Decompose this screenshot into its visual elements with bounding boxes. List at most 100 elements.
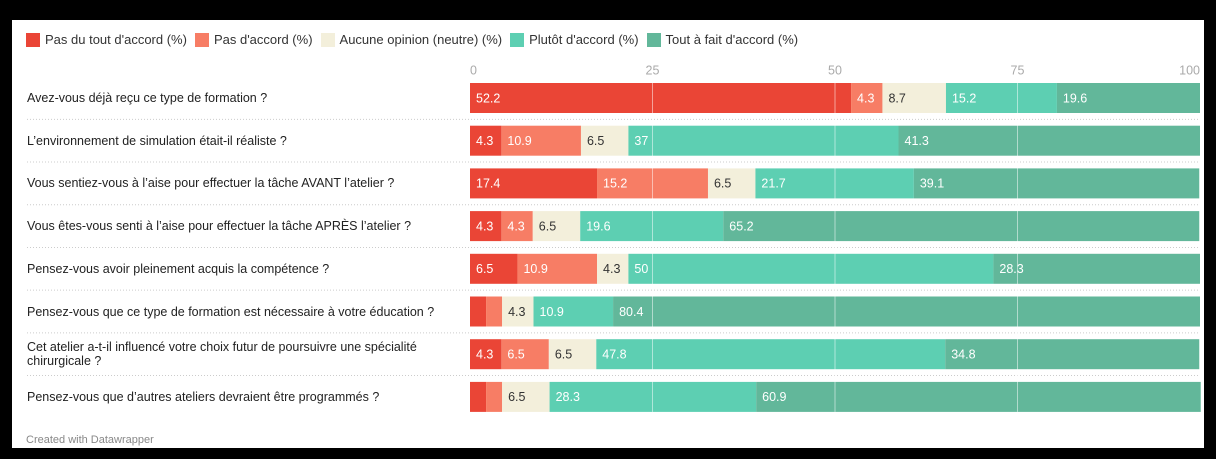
value-label: 4.3 — [476, 134, 493, 148]
legend-label: Aucune opinion (neutre) (%) — [339, 32, 503, 47]
bar-segment — [501, 339, 549, 370]
legend-label: Pas d'accord (%) — [213, 32, 313, 47]
value-label: 15.2 — [952, 91, 976, 105]
row-label: Vous sentiez-vous à l’aise pour effectue… — [27, 176, 395, 191]
bar-segment — [486, 296, 503, 327]
bar-segment — [517, 253, 598, 284]
row-label: Cet atelier a-t-il influencé votre choix… — [27, 340, 417, 369]
x-tick-label: 0 — [470, 63, 477, 77]
x-tick-label: 100 — [1179, 63, 1200, 77]
legend-item: Pas du tout d'accord (%) — [26, 32, 187, 47]
bar-segment — [993, 253, 1200, 284]
bar-segment — [470, 168, 598, 199]
legend-swatch — [26, 32, 40, 47]
bar-segment — [580, 211, 724, 242]
legend-item: Tout à fait d'accord (%) — [646, 32, 799, 47]
x-tick-label: 25 — [646, 63, 660, 77]
bar-segment — [945, 339, 1200, 370]
bar-segment — [707, 168, 756, 199]
value-label: 50 — [634, 262, 648, 276]
bar-segment — [756, 381, 1201, 412]
bar-segment — [723, 211, 1200, 242]
bar-segment — [470, 211, 502, 242]
value-label: 15.2 — [603, 177, 627, 191]
bar-segment — [628, 253, 994, 284]
bar-segment — [851, 83, 883, 113]
value-label: 6.5 — [587, 134, 604, 148]
bar-segment — [613, 296, 1200, 327]
value-label: 19.6 — [1063, 91, 1087, 105]
legend-item: Aucune opinion (neutre) (%) — [320, 32, 503, 47]
credit: Created with Datawrapper — [26, 434, 154, 446]
bar-segment — [486, 381, 503, 412]
bar-segment — [501, 211, 533, 242]
x-tick-label: 75 — [1011, 63, 1025, 77]
bar-segment — [470, 296, 487, 327]
value-label: 37 — [634, 134, 648, 148]
bar-segment — [470, 381, 487, 412]
value-label: 8.7 — [888, 91, 905, 105]
bar-segment — [470, 339, 502, 370]
value-label: 6.5 — [555, 347, 572, 361]
value-label: 4.3 — [603, 262, 620, 276]
value-label: 4.3 — [507, 219, 524, 233]
chart: 0 25 50 75 100 52.2 4.3 8.7 15.2 19.6 4.3 10.9 6.5 37… — [27, 63, 1201, 412]
row-label: Avez-vous déjà reçu ce type de formation… — [27, 91, 268, 105]
value-label: 52.2 — [476, 91, 500, 105]
value-label: 65.2 — [729, 219, 753, 233]
value-label: 28.3 — [556, 390, 580, 404]
value-label: 10.9 — [507, 134, 531, 148]
bar-segment — [1056, 83, 1200, 113]
legend-swatch — [320, 32, 335, 47]
value-label: 34.8 — [951, 347, 975, 361]
bar-segment — [470, 83, 852, 113]
value-label: 6.5 — [714, 177, 731, 191]
value-label: 4.3 — [857, 91, 874, 105]
value-label: 80.4 — [619, 305, 643, 319]
bar-segment — [596, 339, 946, 370]
legend-swatch — [194, 32, 209, 47]
value-label: 41.3 — [905, 134, 929, 148]
bar-segment — [532, 211, 581, 242]
bar-segment — [882, 83, 946, 113]
value-label: 10.9 — [540, 305, 564, 319]
bar-segment — [470, 253, 518, 284]
bar-segment — [898, 125, 1200, 156]
bar-segment — [580, 125, 629, 156]
value-label: 10.9 — [523, 262, 547, 276]
value-label: 60.9 — [762, 390, 786, 404]
bar-segment — [533, 296, 614, 327]
bar-segment — [502, 296, 534, 327]
bar-segment — [548, 339, 597, 370]
value-label: 4.3 — [476, 219, 493, 233]
row-label: Pensez-vous avoir pleinement acquis la c… — [27, 261, 330, 276]
row-label: L’environnement de simulation était-il r… — [27, 133, 287, 148]
value-label: 6.5 — [476, 262, 493, 276]
bar-segment — [597, 253, 629, 284]
legend-label: Tout à fait d'accord (%) — [665, 32, 799, 47]
x-tick-label: 50 — [828, 63, 842, 77]
bar-segment — [470, 125, 502, 156]
row-label: Pensez-vous que ce type de formation est… — [27, 304, 435, 319]
legend-item: Pas d'accord (%) — [194, 32, 313, 47]
bar-segment — [945, 83, 1057, 113]
chart-card: Pas du tout d'accord (%) Pas d'accord (%)… — [12, 20, 1204, 448]
legend: Pas du tout d'accord (%) Pas d'accord (%)… — [26, 32, 798, 47]
value-label: 4.3 — [508, 305, 525, 319]
value-label: 6.5 — [508, 390, 525, 404]
legend-item: Plutôt d'accord (%) — [510, 32, 639, 47]
value-label: 21.7 — [761, 177, 785, 191]
value-label: 17.4 — [476, 177, 500, 191]
bar-segment — [501, 125, 581, 156]
bar-segment — [913, 168, 1200, 199]
value-label: 6.5 — [507, 347, 524, 361]
row-label: Pensez-vous que d’autres ateliers devrai… — [27, 389, 380, 404]
row-label: Vous êtes-vous senti à l’aise pour effec… — [27, 219, 412, 234]
value-label: 28.3 — [999, 262, 1023, 276]
value-label: 47.8 — [602, 347, 626, 361]
value-label: 19.6 — [586, 219, 610, 233]
legend-label: Plutôt d'accord (%) — [529, 32, 639, 47]
value-label: 6.5 — [539, 219, 556, 233]
legend-swatch — [646, 32, 661, 47]
